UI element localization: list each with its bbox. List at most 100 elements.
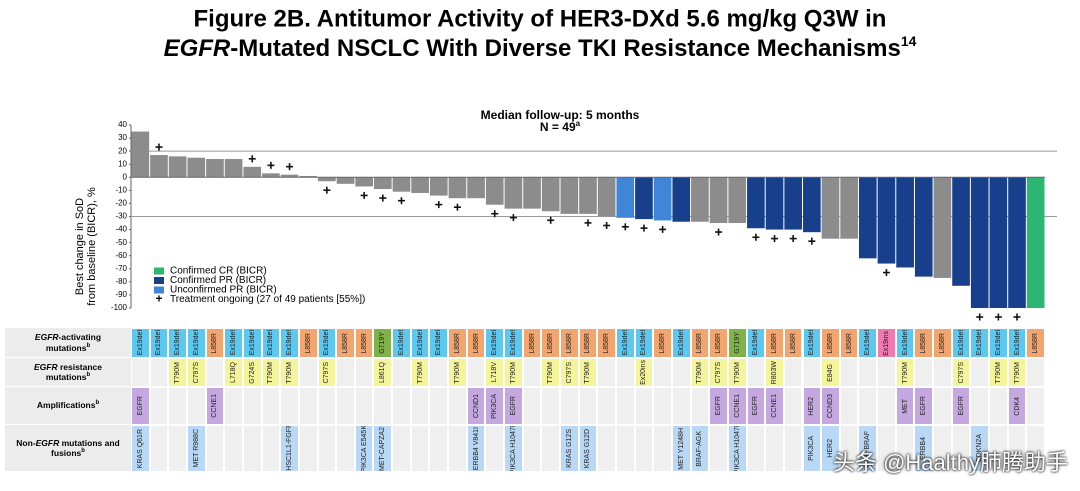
- ongoing-marker: [584, 219, 592, 227]
- table-cell: [280, 387, 299, 425]
- ongoing-marker: [771, 235, 779, 243]
- table-cell: [317, 425, 337, 472]
- table-cell: [839, 387, 859, 425]
- table-cell: [783, 425, 803, 472]
- table-cell: [597, 425, 616, 472]
- bar: [187, 157, 206, 178]
- table-cell: [336, 387, 355, 425]
- table-cell: [1026, 387, 1045, 425]
- table-cell: [1026, 358, 1045, 387]
- text-part: N = 49: [540, 120, 576, 134]
- cell-text: L858R: [696, 332, 704, 354]
- table-cell: T790M: [541, 358, 560, 387]
- cell-text: L861Q: [379, 361, 387, 384]
- table-cell: L858R: [560, 328, 579, 358]
- cell-text: C797S: [323, 361, 331, 384]
- table-cell: PIK3CA H1047R: [504, 425, 523, 472]
- ongoing-marker: [752, 233, 760, 241]
- ongoing-marker: [621, 223, 629, 231]
- table-cell: [970, 358, 990, 387]
- table-cell: [242, 425, 262, 472]
- cell-text: CCND1: [472, 393, 480, 419]
- cell-text: T790M: [286, 361, 294, 384]
- table-cell: [317, 387, 337, 425]
- bar: [485, 177, 504, 205]
- table-cell: [392, 425, 411, 472]
- table-cell: Ex19del: [168, 328, 187, 358]
- cell-text: Ex19del: [976, 330, 984, 356]
- table-cell: Ex19del: [895, 328, 915, 358]
- bar: [429, 177, 448, 196]
- cell-text: T790M: [733, 361, 741, 384]
- cell-text: L858R: [472, 332, 480, 354]
- table-cell: ERBB4 V841I: [466, 425, 486, 472]
- cell-text: Ex19del: [323, 330, 331, 356]
- cell-text: L858R: [565, 332, 573, 354]
- table-cell: E84G: [821, 358, 840, 387]
- table-cell: [168, 387, 187, 425]
- table-cell: [615, 387, 635, 425]
- cell-text: Ex19del: [509, 330, 517, 356]
- cell-text: Ex19del: [248, 330, 256, 356]
- table-cell: [653, 387, 672, 425]
- cell-text: Ex19del: [621, 330, 629, 356]
- ongoing-marker: [659, 225, 667, 233]
- chart-title: Figure 2B. Antitumor Activity of HER3-DX…: [194, 5, 887, 32]
- table-cell: HER2: [821, 425, 840, 472]
- cell-text: Ex19del: [136, 330, 144, 356]
- superscript: a: [576, 119, 581, 128]
- cell-text: Ex19del: [230, 330, 238, 356]
- bar: [373, 177, 392, 190]
- table-cell: [354, 387, 374, 425]
- table-cell: T790M: [895, 358, 915, 387]
- table-cell: MET R988C: [186, 425, 206, 472]
- table-cell: L858R: [541, 328, 560, 358]
- cell-text: Ex19del: [808, 330, 816, 356]
- table-cell: PIK3CA: [485, 387, 505, 425]
- table-cell: L858R: [709, 328, 728, 358]
- text-part: -Mutated NSCLC With Diverse TKI Resistan…: [230, 35, 901, 62]
- cell-text: CCNE1: [771, 394, 779, 418]
- table-cell: [877, 358, 896, 387]
- table-cell: G724S: [242, 358, 262, 387]
- cell-text: L858R: [845, 332, 853, 354]
- cell-text: Ex19del: [677, 330, 685, 356]
- bar: [784, 177, 803, 230]
- table-cell: [634, 425, 654, 472]
- table-cell: [933, 358, 952, 387]
- bar: [243, 166, 262, 178]
- table-cell: Ex19ins: [877, 328, 896, 358]
- table-cell: T790M: [727, 358, 747, 387]
- watermark: 头条 @Haalthy肺腾助手: [832, 450, 1068, 475]
- table-cell: [560, 387, 579, 425]
- table-cell: L858R: [205, 328, 225, 358]
- legend-label: Confirmed CR (BICR): [170, 266, 267, 277]
- bar: [299, 175, 318, 178]
- cell-text: L858R: [603, 332, 611, 354]
- bar: [541, 177, 560, 212]
- cell-text: Ex19ins: [882, 330, 890, 356]
- bar: [877, 177, 896, 264]
- bar: [970, 177, 989, 308]
- table-cell: C797S: [951, 358, 971, 387]
- table-cell: L858R: [522, 328, 542, 358]
- bar: [691, 177, 709, 222]
- table-cell: T790M: [690, 358, 710, 387]
- bar: [131, 131, 150, 178]
- table-cell: CDKN2A: [970, 425, 990, 472]
- table-cell: [746, 358, 766, 387]
- y-tick-label: 30: [118, 133, 127, 142]
- table-cell: Ex19del: [317, 328, 337, 358]
- table-cell: C797S: [560, 358, 579, 387]
- cell-text: EGFR: [509, 396, 517, 416]
- y-tick-label: -80: [115, 277, 127, 286]
- y-tick-label: 20: [118, 146, 127, 155]
- cell-text: T790M: [453, 361, 461, 384]
- cell-text: Ex20ins: [640, 360, 648, 385]
- cell-text: T790M: [1013, 361, 1021, 384]
- table-cell: [951, 425, 971, 472]
- cell-text: L858R: [304, 332, 312, 354]
- cell-text: T790M: [509, 361, 517, 384]
- table-cell: [989, 425, 1008, 472]
